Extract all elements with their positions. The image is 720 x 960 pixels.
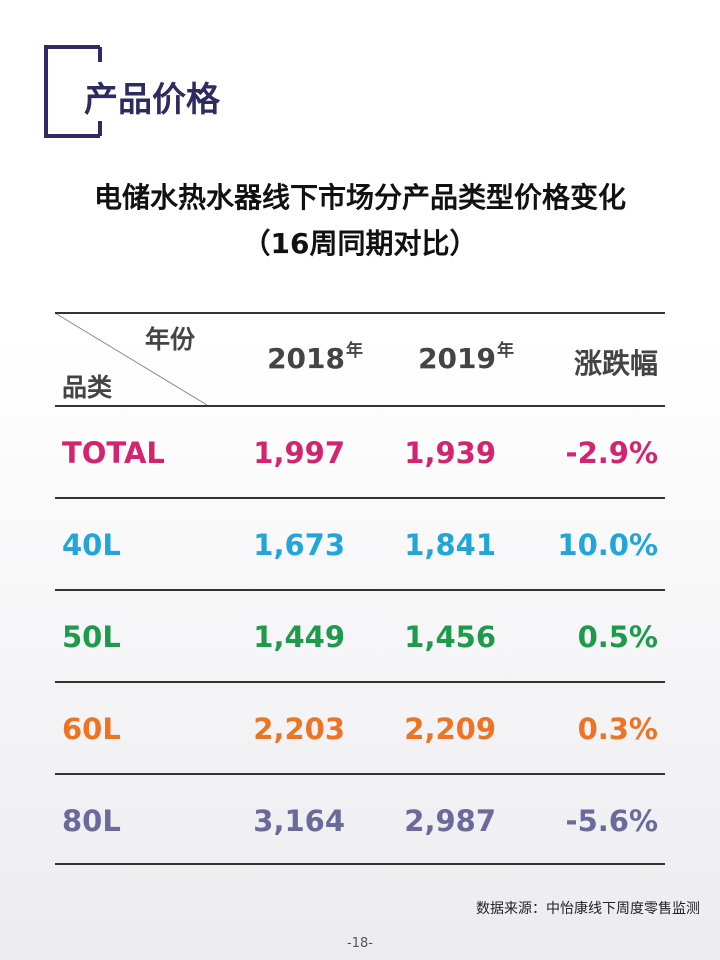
bracket xyxy=(44,45,100,138)
cell: 1,939 xyxy=(404,436,496,470)
cell: 1,841 xyxy=(404,528,496,562)
page-number: -18- xyxy=(347,936,373,951)
cell: -2.9% xyxy=(565,436,658,470)
cell: 1,673 xyxy=(253,528,345,562)
cell: -5.6% xyxy=(565,804,658,838)
cell: 0.5% xyxy=(577,620,658,654)
corner-top: 年份 xyxy=(145,325,196,354)
section-title: 产品价格 xyxy=(84,80,220,120)
column-header: 2018 xyxy=(267,342,345,375)
row-label: 40L xyxy=(62,528,121,562)
table-rule xyxy=(55,589,665,591)
cell: 2,987 xyxy=(404,804,496,838)
cell: 1,456 xyxy=(404,620,496,654)
row-label: 80L xyxy=(62,804,121,838)
cell: 1,997 xyxy=(253,436,345,470)
table-rule xyxy=(55,405,665,407)
table-rule xyxy=(55,863,665,865)
source: 数据来源：中怡康线下周度零售监测 xyxy=(476,901,700,917)
column-header: 涨跌幅 xyxy=(573,347,658,380)
table-rule xyxy=(55,312,665,314)
cell: 0.3% xyxy=(577,712,658,746)
table-rule xyxy=(55,497,665,499)
cell: 1,449 xyxy=(253,620,345,654)
column-header-suffix: 年 xyxy=(497,341,514,361)
cell: 3,164 xyxy=(253,804,345,838)
table-rule xyxy=(55,773,665,775)
column-header-suffix: 年 xyxy=(346,341,363,361)
cell: 2,203 xyxy=(253,712,345,746)
cell: 2,209 xyxy=(404,712,496,746)
title: 电储水热水器线下市场分产品类型价格变化 xyxy=(93,181,626,214)
table-rule xyxy=(55,681,665,683)
cell: 10.0% xyxy=(557,528,658,562)
subtitle: （16周同期对比） xyxy=(242,227,478,260)
corner-bottom: 品类 xyxy=(62,373,113,402)
corner-diagonal xyxy=(54,312,208,406)
row-label: 60L xyxy=(62,712,121,746)
column-header: 2019 xyxy=(418,342,496,375)
row-label: 50L xyxy=(62,620,121,654)
row-label: TOTAL xyxy=(62,436,165,470)
